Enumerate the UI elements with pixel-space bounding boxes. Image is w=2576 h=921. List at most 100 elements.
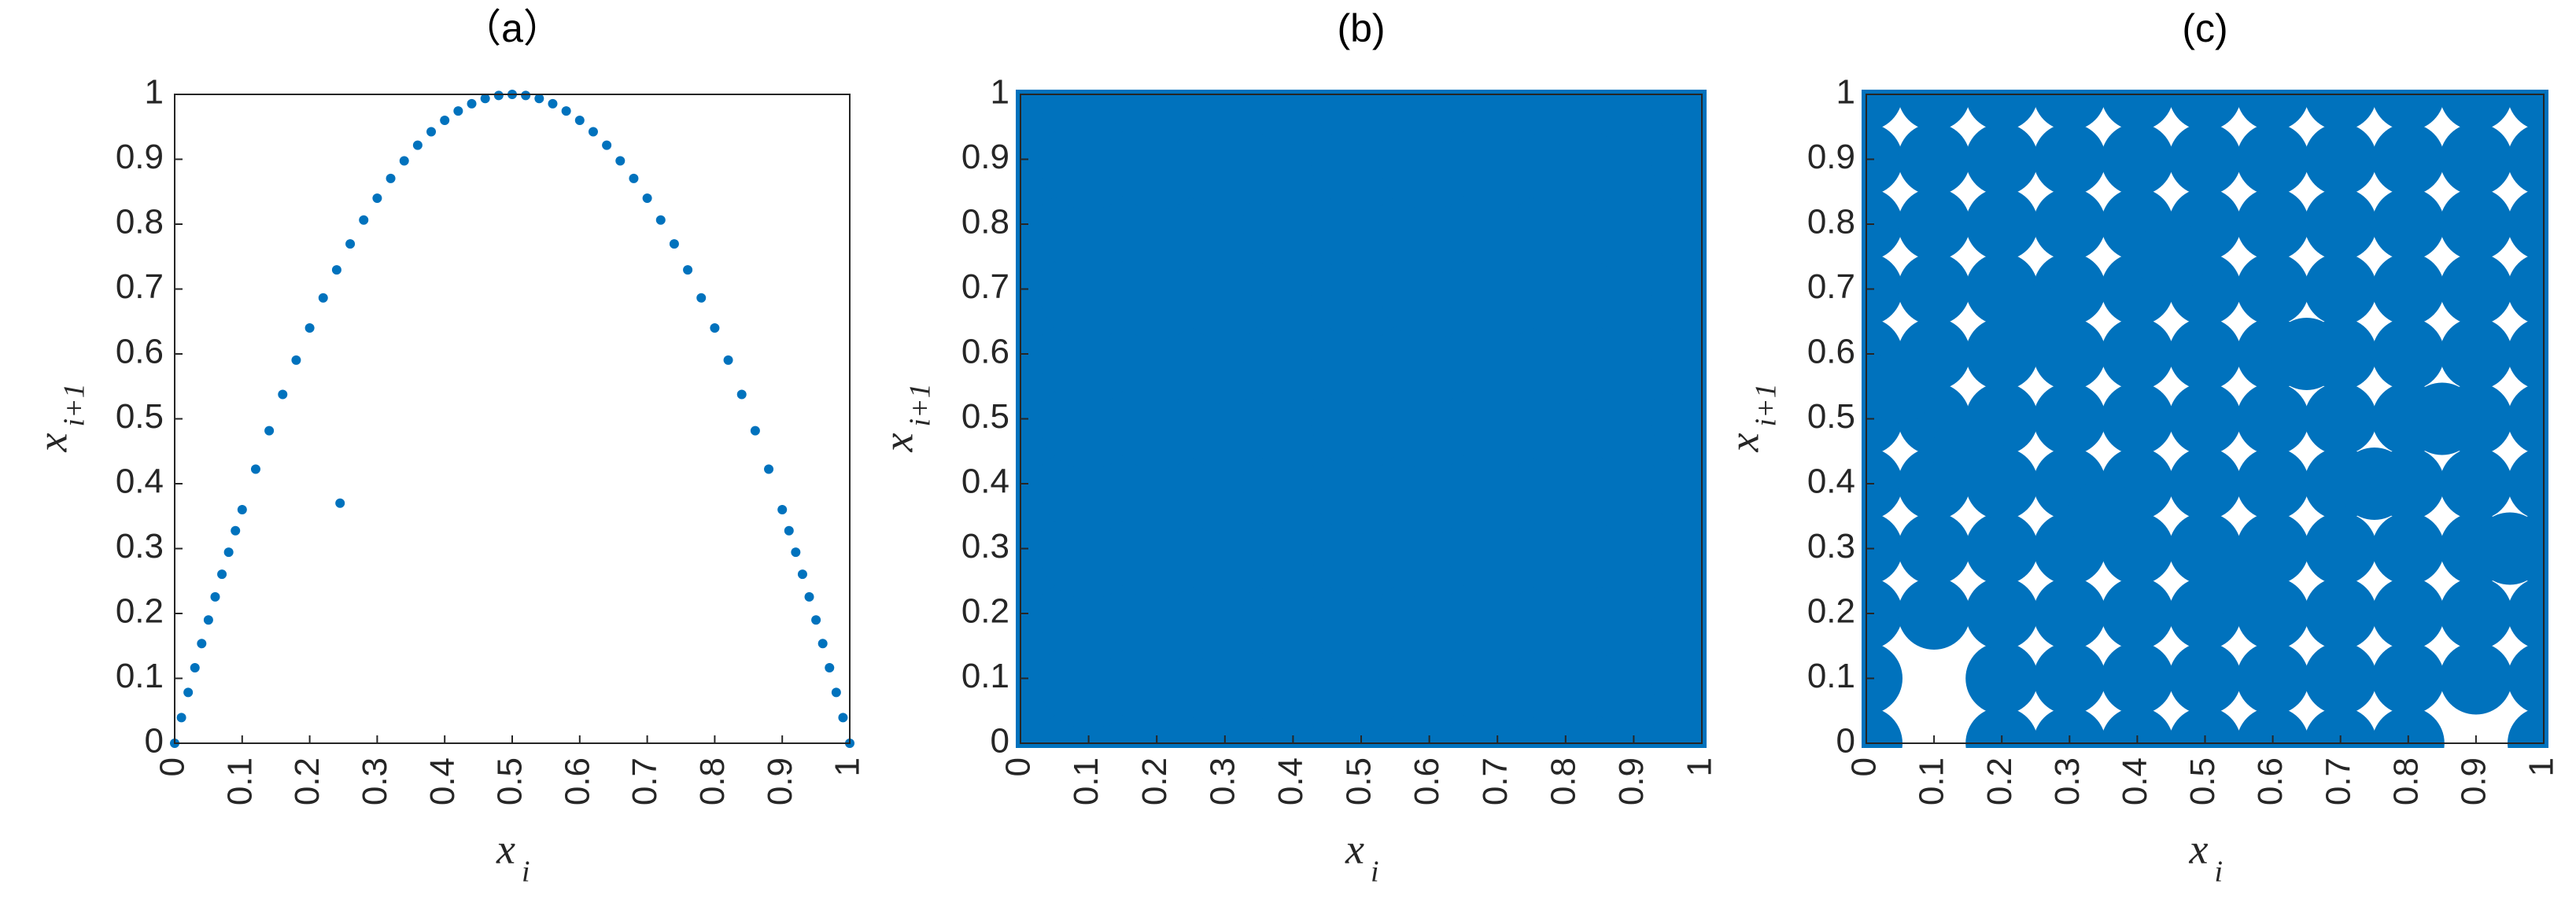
point (2168, 707, 2242, 748)
point (750, 426, 760, 436)
point (2101, 642, 2174, 715)
y-tick-label: 0.2 (1807, 592, 1855, 631)
point (203, 615, 213, 625)
point (669, 239, 679, 249)
point (1862, 252, 1902, 326)
x-tick-label: 0.5 (2183, 757, 2222, 805)
point (2439, 642, 2512, 715)
point (190, 662, 200, 672)
y-tick-label: 0.4 (1807, 462, 1855, 501)
x-tick-label: 0 (1845, 757, 1884, 776)
x-tick-label: 0.4 (423, 757, 462, 805)
x-tick-label: 0.9 (761, 757, 799, 805)
point (696, 293, 707, 303)
point (2371, 512, 2445, 585)
point (1862, 90, 1902, 131)
point (2033, 707, 2106, 748)
point (2033, 642, 2106, 715)
point (1862, 577, 1902, 650)
x-axis-label: x (2189, 825, 2209, 872)
point (2236, 707, 2309, 748)
point (1898, 512, 1971, 585)
point (197, 639, 207, 649)
point (1862, 188, 1902, 260)
point (1864, 350, 1937, 423)
point (1862, 707, 1902, 748)
point (2439, 123, 2512, 196)
point (2168, 318, 2242, 390)
y-axis-label-group: x i+1 (28, 383, 90, 452)
x-tick-label: 0.3 (356, 757, 394, 805)
y-axis-label: x (28, 433, 76, 452)
y-tick-label: 0.9 (1807, 138, 1855, 176)
point (736, 389, 747, 400)
x-tick-label: 0.6 (1408, 757, 1446, 805)
x-tick-label: 0.2 (1980, 757, 2019, 805)
point (838, 713, 848, 723)
chart-title: (b) (1337, 6, 1385, 50)
point (825, 662, 835, 672)
y-tick-label: 0.5 (116, 397, 164, 436)
point (426, 127, 437, 137)
point (2101, 382, 2174, 455)
x-tick-label: 1 (2522, 757, 2561, 776)
point (2508, 448, 2548, 520)
chart-title: (c) (2182, 6, 2227, 50)
point (2067, 480, 2140, 553)
point (2236, 382, 2309, 455)
x-tick-label: 0.7 (2319, 757, 2357, 805)
point (2304, 577, 2377, 650)
point (304, 323, 315, 333)
point (2371, 252, 2445, 326)
x-tick-label: 0.7 (626, 757, 664, 805)
point (2304, 382, 2377, 455)
point (345, 239, 356, 249)
point (493, 90, 504, 101)
points (170, 90, 854, 748)
point (521, 90, 531, 101)
y-tick-label: 1 (1836, 73, 1855, 112)
point (2439, 448, 2512, 520)
point (1898, 90, 1971, 131)
point (331, 265, 341, 275)
y-tick-label: 0.5 (1807, 397, 1855, 436)
point (723, 355, 733, 365)
y-tick-label: 0.1 (1807, 657, 1855, 695)
point (2033, 123, 2106, 196)
point (1898, 123, 1971, 196)
x-tick-label: 0.6 (2251, 757, 2290, 805)
point (291, 355, 301, 365)
point (797, 569, 807, 580)
points (1016, 90, 1707, 748)
point (231, 525, 241, 536)
point (2168, 382, 2242, 455)
point (2439, 318, 2512, 390)
point (1965, 123, 2039, 196)
y-tick-label: 0 (145, 722, 164, 761)
point (210, 591, 220, 602)
point (2304, 188, 2377, 260)
point (1965, 90, 2039, 131)
y-tick-label: 0.2 (116, 592, 164, 631)
point (2371, 123, 2445, 196)
point (2371, 188, 2445, 260)
x-axis-label-sub: i (1371, 856, 1379, 889)
y-tick-label: 0.7 (961, 267, 1009, 306)
x-tick-label: 0.2 (1135, 757, 1174, 805)
point (2033, 90, 2106, 131)
x-tick-label: 0.1 (1913, 757, 1951, 805)
x-axis-label-sub: i (522, 856, 530, 889)
point (602, 140, 612, 150)
y-axis-label-group: x i+1 (1720, 383, 1782, 452)
x-tick-label: 1 (829, 757, 867, 776)
point (804, 591, 814, 602)
point (264, 426, 275, 436)
point (2508, 382, 2548, 455)
y-tick-label: 0.7 (1807, 267, 1855, 306)
point (335, 498, 345, 508)
y-tick-label: 0.7 (116, 267, 164, 306)
y-tick-label: 0.6 (1807, 333, 1855, 371)
y-tick-label: 0 (991, 722, 1009, 761)
point (2270, 318, 2343, 390)
point (1965, 188, 2039, 260)
